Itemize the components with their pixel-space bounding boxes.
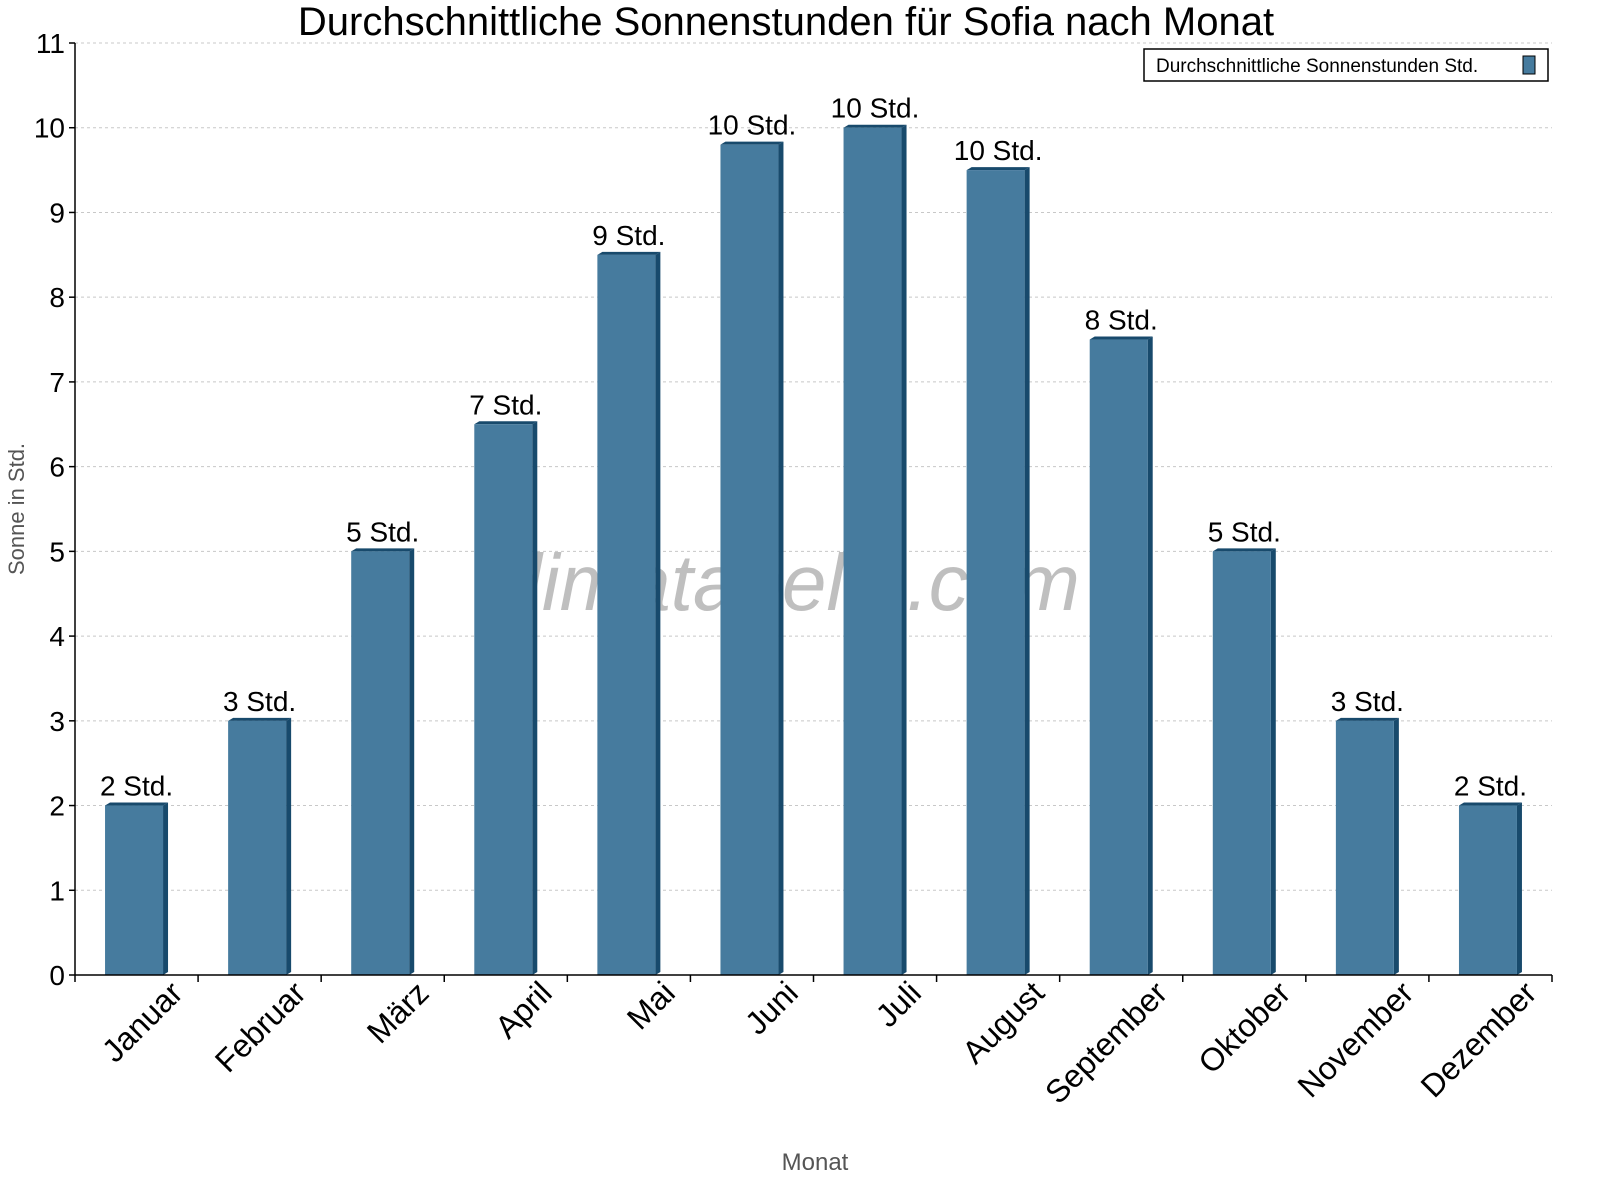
bar xyxy=(1335,720,1394,975)
bar-side xyxy=(1147,336,1153,976)
bar-side xyxy=(163,802,169,975)
y-tick-label: 0 xyxy=(49,960,65,991)
x-tick-label: Dezember xyxy=(1414,974,1544,1104)
bar-side xyxy=(655,251,661,975)
y-tick-label: 10 xyxy=(34,113,65,144)
data-label: 2 Std. xyxy=(1454,771,1527,802)
y-tick-label: 11 xyxy=(36,28,65,59)
x-tick-label: Mai xyxy=(620,974,682,1036)
legend: Durchschnittliche Sonnenstunden Std. xyxy=(1143,48,1549,82)
bar-top xyxy=(966,167,1030,171)
data-label: 7 Std. xyxy=(469,389,542,420)
bar-side xyxy=(1024,167,1030,975)
x-tick-label: Januar xyxy=(95,974,190,1069)
x-tick-label: März xyxy=(360,974,436,1050)
y-tick-label: 6 xyxy=(49,452,65,483)
data-label: 9 Std. xyxy=(592,220,665,251)
data-label: 10 Std. xyxy=(954,135,1043,166)
x-tick-label: November xyxy=(1290,974,1420,1104)
x-tick-label: August xyxy=(955,974,1051,1070)
x-tick-label: Februar xyxy=(208,974,313,1079)
x-tick-label: Oktober xyxy=(1191,974,1297,1080)
y-tick-label: 2 xyxy=(49,791,65,822)
bar-side xyxy=(778,141,784,975)
data-label: 5 Std. xyxy=(346,516,419,547)
bar xyxy=(597,254,656,975)
bar-top xyxy=(1212,548,1276,552)
bar-side xyxy=(1270,548,1276,975)
bar-top xyxy=(597,251,661,255)
bar xyxy=(843,127,902,975)
bar xyxy=(966,170,1025,975)
x-tick-label: April xyxy=(488,974,559,1045)
bars: 2 Std. 3 Std. 5 Std. 7 Std. 9 Std. 10 Std. 10 … xyxy=(100,93,1527,976)
bar-side xyxy=(532,421,538,976)
x-tick-label: Juli xyxy=(869,974,928,1033)
bar xyxy=(1212,551,1271,975)
y-tick-label: 8 xyxy=(49,282,65,313)
bar-top xyxy=(105,802,169,806)
bar-side xyxy=(1516,802,1522,975)
bar xyxy=(1089,339,1148,976)
bar-top xyxy=(351,548,415,552)
data-label: 8 Std. xyxy=(1085,305,1158,336)
data-label: 10 Std. xyxy=(708,110,797,141)
bar-side xyxy=(1393,717,1399,975)
grid xyxy=(75,42,1552,891)
x-tick-label: Juni xyxy=(738,974,805,1041)
y-tick-label: 3 xyxy=(49,706,65,737)
bar-top xyxy=(1458,802,1522,806)
bar-top xyxy=(720,141,784,145)
legend-label: Durchschnittliche Sonnenstunden Std. xyxy=(1156,56,1478,77)
data-label: 3 Std. xyxy=(1331,686,1404,717)
x-axis-label: Monat xyxy=(782,1149,849,1176)
y-tick-label: 9 xyxy=(49,197,65,228)
y-tick-label: 5 xyxy=(49,536,65,567)
y-tick-label: 7 xyxy=(49,367,65,398)
y-tick-label: 1 xyxy=(49,875,65,906)
bar-top xyxy=(1335,717,1399,721)
bar-side xyxy=(409,548,415,975)
y-axis-label: Sonne in Std. xyxy=(4,443,29,575)
bar-top xyxy=(228,717,292,721)
data-label: 3 Std. xyxy=(223,686,296,717)
bar xyxy=(720,144,779,975)
bar-side xyxy=(901,124,907,975)
x-tick-label: September xyxy=(1038,974,1174,1110)
bar xyxy=(351,551,410,975)
data-label: 10 Std. xyxy=(831,93,920,124)
bar-top xyxy=(1089,336,1153,340)
bar-top xyxy=(843,124,907,128)
bar xyxy=(1458,805,1517,975)
bar-side xyxy=(286,717,292,975)
bar xyxy=(228,720,287,975)
chart-title: Durchschnittliche Sonnenstunden für Sofi… xyxy=(298,0,1274,44)
bar xyxy=(474,424,533,976)
data-label: 2 Std. xyxy=(100,771,173,802)
bar xyxy=(105,805,164,975)
y-tick-label: 4 xyxy=(49,621,65,652)
data-label: 5 Std. xyxy=(1208,516,1281,547)
legend-swatch xyxy=(1522,55,1536,75)
bar-top xyxy=(474,421,538,425)
